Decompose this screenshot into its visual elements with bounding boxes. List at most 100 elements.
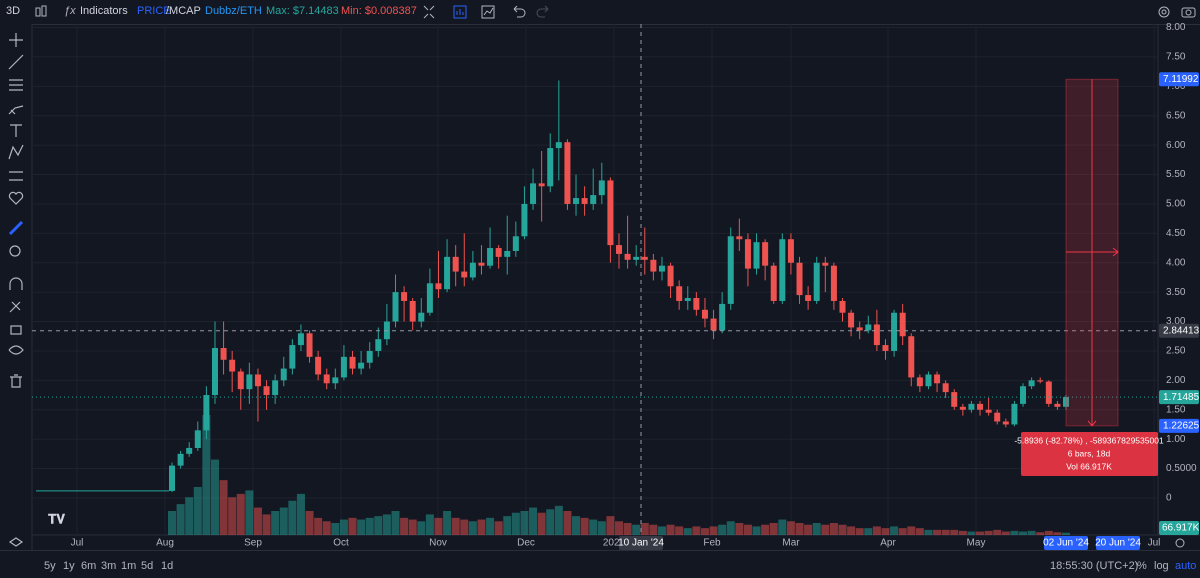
range-button[interactable]: 3m (101, 560, 117, 572)
volume-bar (812, 523, 821, 535)
lock-tool[interactable] (10, 325, 22, 335)
y-tick-label: 6.00 (1166, 140, 1186, 151)
candle-body (289, 345, 296, 369)
mcap-toggle[interactable]: /MCAP (166, 5, 201, 17)
candle-body (796, 262, 803, 296)
snapshot-icon[interactable] (1181, 7, 1196, 18)
x-tick-label: Aug (156, 538, 174, 549)
volume-bar (391, 511, 400, 535)
candle-body (959, 406, 966, 410)
volume-bar (864, 528, 873, 535)
settings-icon[interactable] (1158, 6, 1170, 18)
x-tick-label: Oct (333, 538, 349, 549)
range-button[interactable]: 1m (121, 560, 137, 572)
top-toolbar: 3D ƒx Indicators PRICE /MCAP Dubbz/ETH M… (0, 0, 1200, 25)
candle-body (435, 283, 442, 290)
measure-label-box (1021, 432, 1158, 476)
hide-tool[interactable] (8, 345, 24, 355)
volume-bar (288, 500, 297, 535)
fullscreen-icon[interactable] (423, 5, 435, 19)
volume-bar (933, 529, 942, 535)
candle-body (358, 362, 365, 369)
axis-settings-icon[interactable] (1175, 538, 1185, 548)
magnet-tool[interactable] (9, 277, 23, 290)
volume-bar (984, 530, 993, 535)
percent-toggle[interactable]: % (1137, 560, 1147, 572)
price-badge-label: 1.71485 (1163, 392, 1200, 403)
symbol[interactable]: Dubbz/ETH (205, 5, 262, 17)
trendline-tool[interactable] (8, 54, 24, 70)
y-tick-label: 5.00 (1166, 199, 1186, 210)
line-icon[interactable] (481, 5, 495, 19)
candle-body (504, 250, 511, 257)
icon-tool[interactable] (8, 191, 24, 205)
volume-bar (460, 519, 469, 535)
volume-bar (580, 517, 589, 535)
volume-bar (666, 524, 675, 535)
range-button[interactable]: 1y (63, 560, 75, 572)
remove-tool[interactable] (10, 374, 22, 388)
candle-body (272, 380, 279, 396)
candle-body (667, 265, 674, 287)
volume-bar (486, 517, 495, 535)
candle-body (813, 262, 820, 301)
price-toggle[interactable]: PRICE (137, 5, 171, 17)
candle-body (753, 242, 760, 269)
volume-bar (804, 524, 813, 535)
layers-icon[interactable] (8, 537, 24, 547)
volume-bar (451, 517, 460, 535)
volume-bar (1062, 532, 1070, 535)
chart-type-icon[interactable] (34, 4, 48, 20)
prediction-tool[interactable] (9, 171, 23, 181)
fib-tool[interactable] (9, 79, 23, 91)
candle-body (495, 248, 502, 257)
volume-bar (1001, 531, 1010, 535)
text-tool[interactable] (10, 124, 22, 137)
crosshair-tool[interactable] (9, 33, 23, 47)
indicators[interactable]: Indicators (80, 5, 128, 17)
volume-bar (546, 509, 555, 535)
volume-bar (168, 511, 176, 535)
range-button[interactable]: 6m (81, 560, 97, 572)
volume-bar (941, 529, 950, 535)
x-tick-label: Jul (1148, 538, 1161, 549)
range-button[interactable]: 1d (161, 560, 174, 572)
y-tick-label: 1.00 (1166, 434, 1186, 445)
candle-body (968, 403, 975, 410)
interval[interactable]: 3D (6, 5, 21, 17)
drawing-tools (8, 33, 24, 547)
stay-drawing-tool[interactable] (9, 301, 21, 313)
volume-bar (537, 512, 546, 535)
volume-bar (382, 514, 391, 535)
measure-tool[interactable] (8, 220, 24, 236)
volume-bar (709, 526, 718, 535)
volume-bar (296, 493, 305, 535)
redo-icon[interactable] (536, 5, 549, 18)
candle-body (658, 265, 665, 272)
undo-icon[interactable] (513, 5, 526, 18)
volume-bar (529, 507, 538, 535)
pattern-tool[interactable] (8, 144, 24, 160)
range-button[interactable]: 5y (44, 560, 56, 572)
measure-bars: 6 bars, 18d (1068, 448, 1111, 458)
bars-icon[interactable] (453, 5, 467, 19)
candle-body (1028, 380, 1035, 387)
candle-body (461, 271, 468, 278)
candle-body (805, 295, 812, 301)
candle-body (744, 239, 751, 269)
date-badge-label: 20 Jun '24 (1095, 538, 1141, 549)
volume-bar (425, 514, 434, 535)
volume-bar (339, 519, 348, 535)
zoom-tool[interactable] (9, 245, 21, 257)
candle-body (822, 262, 829, 266)
candle-body (916, 377, 923, 387)
volume-bar (503, 516, 512, 535)
range-button[interactable]: 5d (141, 560, 154, 572)
price-badge-label: 1.22625 (1163, 420, 1200, 431)
volume-bar (778, 519, 787, 535)
brush-tool[interactable] (8, 105, 24, 115)
volume-bar (477, 519, 486, 535)
auto-toggle[interactable]: auto (1175, 560, 1197, 572)
log-toggle[interactable]: log (1154, 560, 1169, 572)
price-badge (1159, 323, 1199, 338)
